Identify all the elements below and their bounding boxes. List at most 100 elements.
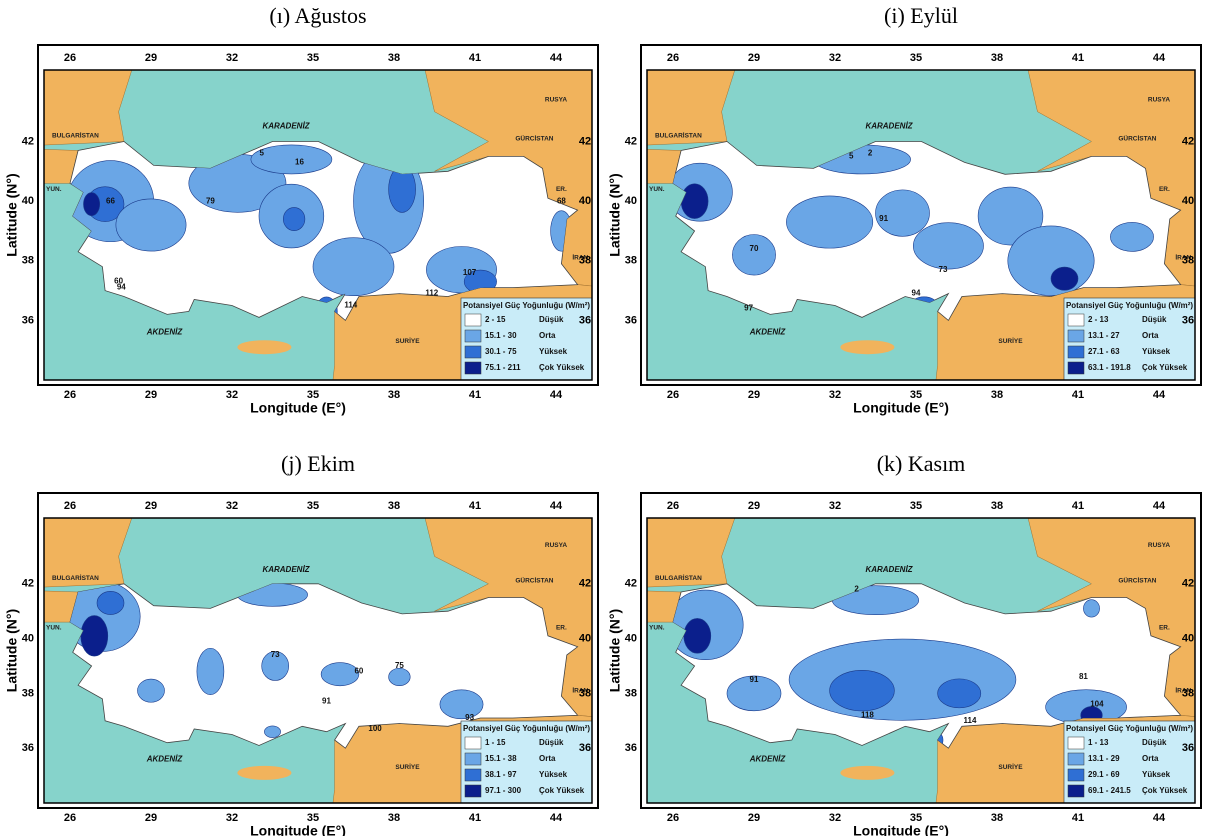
lon-tick-top: 38	[991, 500, 1003, 512]
lat-tick-right: 42	[1182, 135, 1194, 147]
lon-tick-bottom: 29	[748, 812, 760, 824]
lon-tick-bottom: 29	[145, 812, 157, 824]
lat-tick-right: 38	[1182, 687, 1194, 699]
contour-label: 70	[750, 244, 759, 253]
place-name: RUSYA	[1148, 542, 1170, 549]
place-name: RUSYA	[545, 97, 567, 104]
contour-label: 73	[939, 265, 948, 274]
legend-range: 30.1 - 75	[485, 347, 517, 356]
contour-label: 5	[849, 152, 854, 161]
lat-tick-left: 38	[625, 687, 637, 699]
legend-class: Düşük	[1142, 738, 1167, 747]
lat-tick-left: 40	[625, 195, 637, 207]
contour-label: 66	[106, 196, 115, 205]
lat-tick-left: 42	[625, 578, 637, 590]
legend-range: 13.1 - 27	[1088, 331, 1120, 340]
legend-class: Düşük	[539, 738, 564, 747]
lon-tick-bottom: 26	[64, 812, 76, 824]
legend-range: 2 - 13	[1088, 315, 1109, 324]
lat-tick-left: 36	[22, 742, 34, 754]
lon-tick-bottom: 41	[1072, 389, 1084, 401]
intensity-zone	[97, 591, 124, 614]
intensity-zone	[321, 663, 359, 686]
y-axis-label: Latitude (N°)	[4, 173, 20, 256]
place-name: BULGARİSTAN	[655, 574, 702, 582]
lon-tick-top: 32	[829, 52, 841, 64]
intensity-zone	[876, 190, 930, 236]
cyprus	[237, 340, 291, 354]
legend-swatch	[465, 346, 481, 358]
contour-label: 2	[868, 149, 873, 158]
lat-tick-left: 42	[625, 135, 637, 147]
legend-class: Yüksek	[539, 347, 568, 356]
cyprus	[840, 340, 894, 354]
lat-tick-left: 42	[22, 135, 34, 147]
legend-range: 15.1 - 30	[485, 331, 517, 340]
cyprus	[237, 766, 291, 780]
legend-swatch	[1068, 753, 1084, 765]
lon-tick-top: 32	[226, 52, 238, 64]
intensity-zone	[938, 679, 981, 708]
lon-tick-top: 26	[667, 500, 679, 512]
lon-tick-top: 35	[307, 500, 319, 512]
legend-class: Orta	[1142, 331, 1159, 340]
lon-tick-bottom: 44	[550, 389, 563, 401]
lat-tick-left: 40	[22, 195, 34, 207]
lon-tick-top: 29	[748, 52, 760, 64]
lon-tick-bottom: 38	[991, 812, 1003, 824]
lat-tick-right: 36	[579, 314, 591, 326]
intensity-zone	[81, 616, 108, 657]
place-name: BULGARİSTAN	[655, 131, 702, 139]
place-name: BULGARİSTAN	[52, 131, 99, 139]
y-axis-label: Latitude (N°)	[4, 609, 20, 692]
legend-range: 75.1 - 211	[485, 363, 521, 372]
lon-tick-top: 41	[469, 500, 481, 512]
lat-tick-left: 42	[22, 578, 34, 590]
intensity-zone	[913, 223, 983, 269]
lon-tick-top: 38	[991, 52, 1003, 64]
place-name: GÜRCİSTAN	[1118, 133, 1156, 142]
legend-title: Potansiyel Güç Yoğunluğu (W/m²)	[463, 724, 590, 733]
lon-tick-top: 44	[550, 52, 563, 64]
contour-label: 104	[1090, 699, 1104, 708]
lon-tick-top: 29	[145, 500, 157, 512]
intensity-zone	[786, 196, 872, 248]
place-name: KARADENİZ	[865, 122, 913, 131]
lon-tick-bottom: 41	[469, 812, 481, 824]
contour-label: 114	[344, 301, 357, 310]
lat-tick-right: 36	[1182, 742, 1194, 754]
lon-tick-bottom: 38	[388, 812, 400, 824]
legend-class: Orta	[539, 754, 556, 763]
legend-class: Yüksek	[1142, 770, 1171, 779]
lat-tick-left: 38	[22, 255, 34, 267]
place-name: AKDENİZ	[749, 327, 787, 336]
legend-swatch	[1068, 785, 1084, 797]
place-name: GÜRCİSTAN	[515, 576, 553, 585]
place-name: ER.	[1159, 186, 1170, 193]
place-name: AKDENİZ	[749, 754, 787, 763]
legend-class: Çok Yüksek	[1142, 363, 1188, 372]
lon-tick-bottom: 32	[829, 812, 841, 824]
lon-tick-top: 35	[910, 52, 922, 64]
intensity-zone	[1051, 267, 1078, 290]
place-name: GÜRCİSTAN	[1118, 576, 1156, 585]
contour-label: 79	[206, 196, 215, 205]
panel-caption: (j) Ekim	[281, 451, 355, 476]
lon-tick-bottom: 26	[667, 812, 679, 824]
x-axis-label: Longitude (E°)	[250, 400, 346, 416]
lat-tick-right: 42	[579, 135, 591, 147]
legend-title: Potansiyel Güç Yoğunluğu (W/m²)	[463, 301, 590, 310]
intensity-zone	[264, 726, 280, 738]
lon-tick-bottom: 44	[1153, 812, 1166, 824]
lon-tick-top: 44	[1153, 52, 1166, 64]
lon-tick-top: 26	[64, 500, 76, 512]
x-axis-label: Longitude (E°)	[853, 400, 949, 416]
lon-tick-top: 41	[1072, 500, 1084, 512]
legend-class: Çok Yüksek	[1142, 786, 1188, 795]
figure: (ı) AğustosKARADENİZAKDENİZBULGARİSTANGÜ…	[0, 0, 1213, 836]
place-name: ER.	[1159, 624, 1170, 631]
legend-swatch	[1068, 362, 1084, 374]
lat-tick-left: 38	[22, 687, 34, 699]
contour-label: 91	[322, 697, 331, 706]
